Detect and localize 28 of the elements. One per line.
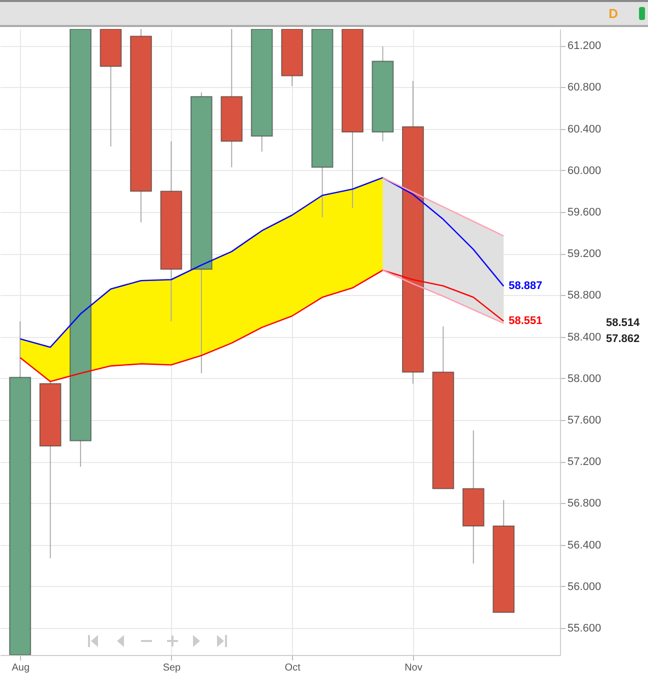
y-tick-label: 56.400: [568, 539, 602, 552]
y-tick-label: 60.000: [568, 164, 602, 177]
line-series: [19, 177, 504, 348]
y-tick-label: 58.000: [568, 372, 602, 385]
text: 57.862: [606, 333, 640, 346]
y-tick-label: 57.200: [568, 456, 602, 468]
y-tick-label: 60.400: [568, 123, 602, 136]
data-label: 58.887: [508, 280, 542, 292]
y-tick-label: 56.800: [568, 498, 602, 510]
x-tick-label: Aug: [12, 662, 30, 674]
y-tick-label: 58.400: [568, 331, 602, 344]
y-tick-label: 60.800: [568, 82, 602, 94]
x-tick-label: Sep: [162, 662, 182, 674]
y-tick-label: 59.600: [568, 206, 602, 219]
y-tick-label: 58.800: [568, 290, 602, 302]
line-series: [19, 270, 504, 382]
y-tick-label: 57.600: [568, 414, 602, 426]
y-tick-label: 59.200: [568, 248, 602, 260]
y-tick-label: 61.200: [568, 40, 602, 52]
text: 58.514: [606, 317, 641, 330]
text: D: [608, 6, 618, 21]
line-series: [382, 270, 504, 324]
x-tick-label: Nov: [404, 662, 422, 674]
y-tick-label: 56.000: [568, 580, 602, 593]
y-tick-label: 55.600: [568, 622, 602, 634]
data-label: 58.551: [508, 315, 542, 328]
x-tick-label: Oct: [284, 662, 301, 674]
line-series: [382, 177, 504, 237]
